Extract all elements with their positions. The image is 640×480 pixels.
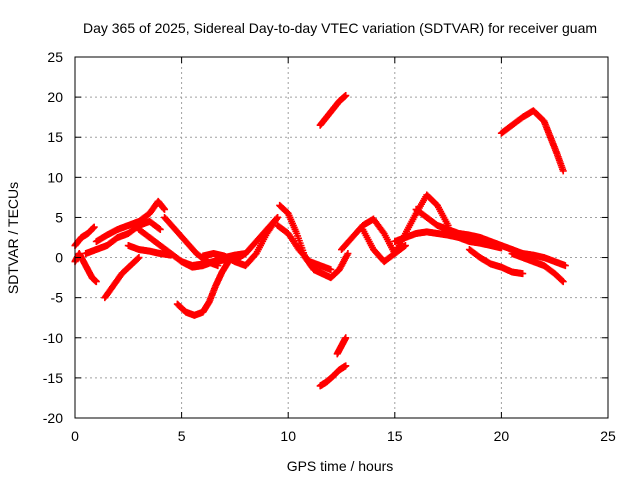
chart-title: Day 365 of 2025, Sidereal Day-to-day VTE…: [83, 20, 597, 36]
series-track-14: [274, 221, 335, 274]
x-axis-label: GPS time / hours: [287, 458, 394, 474]
y-tick-label: 20: [47, 89, 63, 105]
series-track-12: [231, 213, 282, 264]
y-axis-label: SDTVAR / TECUs: [5, 182, 21, 294]
data-point: [519, 270, 527, 278]
y-tick-label: -10: [43, 330, 63, 346]
y-tick-label: 0: [55, 250, 63, 266]
series-track-19: [359, 191, 452, 266]
x-tick-label: 20: [494, 428, 510, 444]
axis-ticks: 0 5 10 15 20 25 -20 -15 -10 -5 0 5 10 15 20 25: [43, 49, 616, 444]
data-point: [92, 278, 100, 286]
series-track-15: [316, 92, 350, 129]
x-tick-label: 15: [387, 428, 403, 444]
series-track-09: [173, 258, 233, 319]
series-track-24: [497, 107, 567, 175]
data-point: [342, 334, 350, 342]
data-point: [559, 278, 567, 286]
data-point: [155, 225, 163, 233]
data-point: [342, 92, 350, 100]
data-point: [161, 205, 169, 213]
x-tick-label: 10: [280, 428, 296, 444]
data-point: [400, 242, 408, 250]
data-point: [272, 215, 280, 223]
series-track-17: [333, 334, 350, 358]
data-point: [274, 213, 282, 221]
data-point: [342, 362, 350, 370]
y-tick-label: -15: [43, 370, 63, 386]
data-point: [558, 277, 566, 285]
data-point: [561, 262, 569, 270]
data-point: [135, 254, 143, 262]
series-track-05: [101, 254, 143, 302]
data-point: [401, 242, 409, 250]
series-track-04: [82, 217, 164, 258]
data-point: [156, 225, 164, 233]
data-point: [327, 266, 335, 274]
y-tick-label: -5: [51, 290, 64, 306]
series-track-21: [412, 205, 569, 270]
y-tick-label: 5: [55, 209, 63, 225]
y-tick-label: 25: [47, 49, 63, 65]
data-point: [344, 250, 352, 258]
plot-frame: [74, 56, 609, 419]
series-track-02: [71, 250, 100, 286]
series-track-03: [92, 197, 169, 246]
y-tick-label: 15: [47, 129, 63, 145]
data-point: [90, 223, 98, 231]
series-track-23: [508, 250, 567, 286]
y-tick-label: -20: [43, 410, 63, 426]
x-tick-label: 5: [178, 428, 186, 444]
series-track-22: [465, 246, 527, 278]
series-track-20: [391, 228, 505, 252]
series-track-16: [316, 362, 350, 390]
x-tick-label: 25: [600, 428, 616, 444]
x-tick-label: 0: [71, 428, 79, 444]
data-marks: [71, 92, 569, 390]
data-point: [559, 167, 567, 175]
data-point: [134, 254, 142, 262]
y-tick-label: 10: [47, 169, 63, 185]
